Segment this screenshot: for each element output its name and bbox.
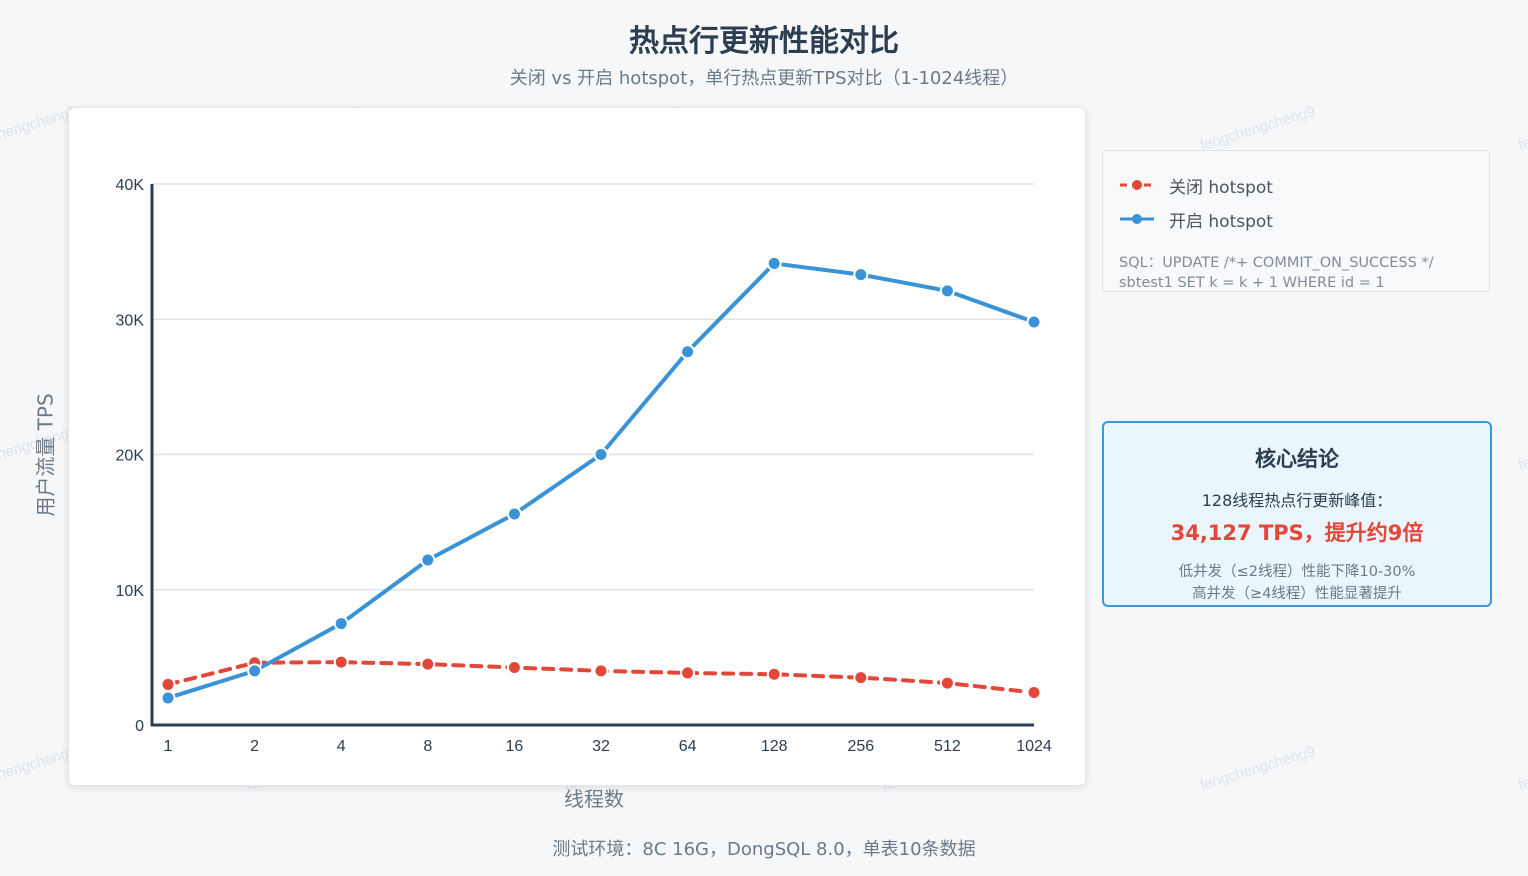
- chart-subtitle: 关闭 vs 开启 hotspot，单行热点更新TPS对比（1-1024线程）: [509, 68, 1019, 89]
- series-lines: [166, 261, 1036, 700]
- data-point: [939, 283, 955, 299]
- y-tick-label: 10K: [116, 583, 145, 600]
- data-point: [420, 552, 436, 568]
- legend-sql-line-1: SQL：UPDATE /*+ COMMIT_ON_SUCCESS */: [1119, 255, 1434, 271]
- legend-sql-text: SQL：UPDATE /*+ COMMIT_ON_SUCCESS */ sbte…: [1119, 253, 1479, 293]
- data-point: [1026, 314, 1042, 330]
- data-point: [333, 654, 349, 670]
- data-point: [680, 665, 696, 681]
- data-point: [160, 690, 176, 706]
- conclusion-box: 核心结论 128线程热点行更新峰值： 34,127 TPS，提升约9倍 低并发（…: [1102, 421, 1492, 607]
- data-point: [853, 670, 869, 686]
- series-line-1: [166, 261, 1036, 700]
- y-tick-labels: 0 10K 20K 30K 40K: [116, 177, 145, 735]
- chart-title: 热点行更新性能对比: [629, 24, 899, 59]
- x-tick-label: 8: [423, 738, 432, 755]
- x-tick-label: 32: [592, 738, 610, 755]
- conclusion-note-low: 低并发（≤2线程）性能下降10-30%: [1178, 564, 1416, 580]
- legend-label-hotspot-off: 关闭 hotspot: [1169, 177, 1273, 198]
- legend-sql-line-2: sbtest1 SET k = k + 1 WHERE id = 1: [1119, 275, 1385, 291]
- x-axis-title: 线程数: [564, 787, 624, 811]
- data-point: [766, 666, 782, 682]
- x-tick-label: 1024: [1016, 738, 1052, 755]
- y-tick-label: 30K: [116, 312, 145, 329]
- y-tick-label: 20K: [116, 448, 145, 465]
- conclusion-note-high: 高并发（≥4线程）性能显著提升: [1192, 586, 1402, 602]
- x-tick-label: 4: [337, 738, 346, 755]
- x-tick-label: 1: [164, 738, 173, 755]
- chart-card: [68, 107, 1086, 786]
- series-points: [160, 255, 1042, 706]
- data-point: [593, 663, 609, 679]
- conclusion-subtitle: 128线程热点行更新峰值：: [1201, 491, 1393, 510]
- x-tick-label: 2: [250, 738, 259, 755]
- data-point: [593, 447, 609, 462]
- x-tick-label: 64: [679, 738, 697, 755]
- test-environment-note: 测试环境：8C 16G，DongSQL 8.0，单表10条数据: [552, 839, 976, 860]
- conclusion-highlight: 34,127 TPS，提升约9倍: [1170, 521, 1424, 545]
- grid-lines: [152, 183, 1034, 591]
- data-point: [333, 616, 349, 632]
- legend-label-hotspot-on: 开启 hotspot: [1169, 211, 1273, 232]
- y-tick-label: 0: [135, 718, 144, 735]
- y-tick-label: 40K: [116, 177, 145, 194]
- axes: [150, 184, 1034, 727]
- legend-swatch-hotspot-on: [1120, 214, 1154, 224]
- x-tick-label: 16: [506, 738, 524, 755]
- x-tick-label: 256: [847, 738, 874, 755]
- legend-item-hotspot-on: 开启 hotspot: [1119, 207, 1273, 232]
- data-point: [853, 267, 869, 283]
- data-point: [766, 255, 782, 271]
- legend: 关闭 hotspot 开启 hotspot SQL：UPDATE /*+ COM…: [1102, 150, 1490, 292]
- x-tick-labels: 1 2 4 8 16 32 64 128 256 512 1024: [164, 738, 1052, 755]
- x-tick-label: 128: [761, 738, 788, 755]
- data-point: [506, 660, 522, 676]
- conclusion-title: 核心结论: [1255, 447, 1339, 471]
- data-point: [247, 663, 263, 679]
- data-point: [160, 676, 176, 692]
- legend-item-hotspot-off: 关闭 hotspot: [1119, 173, 1273, 198]
- x-tick-label: 512: [934, 738, 961, 755]
- data-point: [420, 656, 436, 672]
- data-point: [1026, 685, 1042, 701]
- y-axis-title: 用户流量 TPS: [33, 393, 58, 517]
- data-point: [680, 344, 696, 360]
- legend-swatch-hotspot-off: [1120, 180, 1154, 190]
- data-point: [506, 506, 522, 522]
- data-point: [939, 675, 955, 691]
